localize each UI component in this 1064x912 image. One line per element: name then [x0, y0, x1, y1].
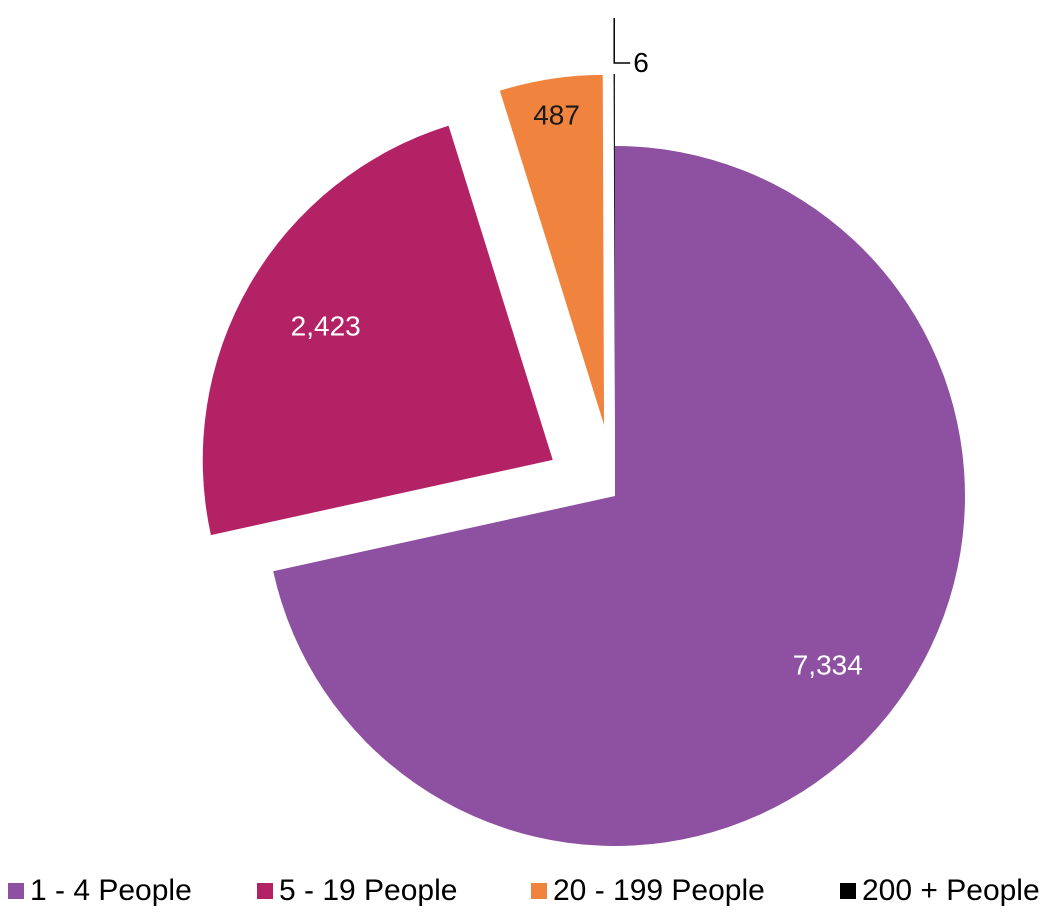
leader-line-200-plus-people [613, 18, 631, 64]
legend-swatch-200-plus-people [840, 883, 856, 899]
legend-swatch-20-199-people [531, 883, 547, 899]
legend-label-200-plus-people: 200 + People [862, 874, 1040, 907]
legend-item-5-19-people: 5 - 19 People [257, 874, 457, 908]
data-label-1-4-people: 7,334 [793, 649, 863, 680]
pie-slice-1-4-people [273, 146, 965, 846]
legend-label-20-199-people: 20 - 199 People [553, 874, 765, 907]
legend-swatch-1-4-people [8, 883, 24, 899]
pie-slice-5-19-people [202, 125, 553, 536]
legend-swatch-5-19-people [257, 883, 273, 899]
pie-slice-20-199-people [499, 74, 605, 425]
data-label-5-19-people: 2,423 [291, 310, 361, 341]
legend-label-1-4-people: 1 - 4 People [30, 874, 192, 907]
legend-item-20-199-people: 20 - 199 People [531, 874, 765, 908]
legend-item-1-4-people: 1 - 4 People [8, 874, 192, 908]
data-label-20-199-people: 487 [533, 99, 580, 130]
pie-slice-200-plus-people [613, 74, 615, 425]
pie-chart: 7,334 2,423 487 6 [202, 18, 965, 846]
data-label-200-plus-people: 6 [633, 47, 649, 78]
chart-legend: 1 - 4 People 5 - 19 People 20 - 199 Peop… [0, 868, 1064, 912]
legend-label-5-19-people: 5 - 19 People [279, 874, 458, 907]
legend-item-200-plus-people: 200 + People [840, 874, 1040, 908]
